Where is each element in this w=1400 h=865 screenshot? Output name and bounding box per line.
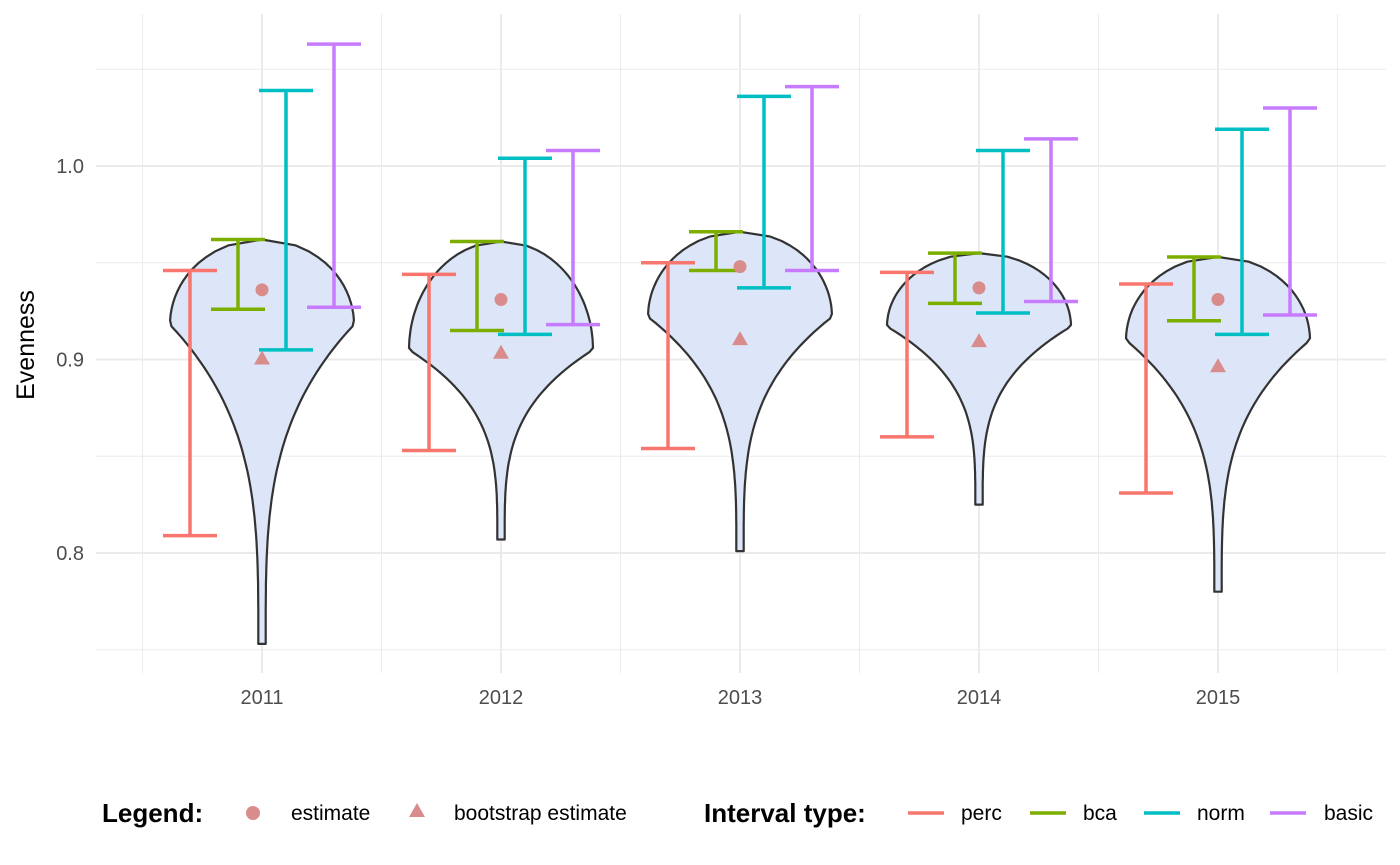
y-tick-label: 0.8 bbox=[56, 543, 84, 565]
perc-interval-2014 bbox=[880, 270, 934, 439]
bca-legend-label: bca bbox=[1083, 802, 1117, 825]
x-tick-label: 2015 bbox=[1196, 687, 1241, 709]
norm-legend-label: norm bbox=[1197, 802, 1245, 825]
point-layer bbox=[254, 260, 1226, 373]
violin-2012 bbox=[407, 240, 595, 541]
perc-interval-2015 bbox=[1119, 282, 1173, 495]
basic-legend-label: basic bbox=[1324, 802, 1373, 825]
interval-legend-title: Interval type: bbox=[704, 798, 866, 828]
perc-legend-label: perc bbox=[961, 802, 1002, 825]
estimate-point-2013 bbox=[733, 260, 747, 274]
violin-layer bbox=[169, 230, 1312, 645]
estimate-legend-key bbox=[246, 806, 260, 820]
y-axis-title: Evenness bbox=[12, 290, 40, 400]
norm-interval-2014 bbox=[976, 148, 1030, 315]
bootstrap-estimate-point-2013 bbox=[732, 331, 748, 346]
estimate-point-2015 bbox=[1211, 293, 1225, 307]
interval-legend: Interval type: perc bca norm basic bbox=[704, 798, 1373, 828]
violin-2013 bbox=[647, 230, 833, 553]
violin-2011 bbox=[169, 238, 355, 645]
bca-interval-2014 bbox=[928, 251, 982, 306]
basic-interval-2014 bbox=[1024, 137, 1078, 304]
norm-interval-2011 bbox=[259, 88, 313, 352]
norm-interval-2013 bbox=[737, 94, 791, 290]
bootstrap-estimate-point-2015 bbox=[1210, 358, 1226, 373]
basic-interval-2015 bbox=[1263, 106, 1317, 317]
perc-interval-2013 bbox=[641, 261, 695, 451]
bootstrap-estimate-legend-label: bootstrap estimate bbox=[454, 802, 627, 825]
basic-interval-2013 bbox=[785, 84, 839, 273]
bootstrap-estimate-point-2012 bbox=[493, 344, 509, 359]
norm-interval-2015 bbox=[1215, 127, 1269, 337]
bca-interval-2015 bbox=[1167, 255, 1221, 323]
x-axis-ticks: 2011 2012 2013 2014 2015 bbox=[240, 687, 1240, 709]
basic-interval-2012 bbox=[546, 148, 600, 327]
violin-2014 bbox=[885, 251, 1073, 506]
bootstrap-estimate-point-2011 bbox=[254, 350, 270, 365]
bca-interval-2012 bbox=[450, 239, 504, 333]
violin-2015 bbox=[1124, 255, 1312, 593]
x-tick-label: 2014 bbox=[957, 687, 1002, 709]
y-axis-ticks: 0.8 0.9 1.0 bbox=[56, 156, 84, 565]
y-tick-label: 0.9 bbox=[56, 350, 84, 372]
legend-title: Legend: bbox=[102, 798, 203, 828]
bca-interval-2011 bbox=[211, 237, 265, 311]
x-tick-label: 2011 bbox=[240, 687, 283, 709]
basic-interval-2011 bbox=[307, 42, 361, 310]
norm-interval-2012 bbox=[498, 156, 552, 337]
perc-interval-2011 bbox=[163, 268, 217, 538]
estimate-point-2012 bbox=[494, 293, 508, 307]
x-tick-label: 2012 bbox=[479, 687, 524, 709]
estimate-point-2011 bbox=[255, 283, 269, 297]
y-tick-label: 1.0 bbox=[56, 156, 84, 178]
estimate-point-2014 bbox=[972, 281, 986, 295]
x-tick-label: 2013 bbox=[718, 687, 763, 709]
estimate-legend-label: estimate bbox=[291, 802, 370, 825]
legend: Legend: estimate bootstrap estimate bbox=[102, 798, 627, 828]
interval-layer bbox=[163, 42, 1317, 538]
bca-interval-2013 bbox=[689, 230, 743, 273]
bootstrap-estimate-legend-key bbox=[409, 803, 425, 817]
bootstrap-estimate-point-2014 bbox=[971, 333, 987, 348]
perc-interval-2012 bbox=[402, 272, 456, 453]
